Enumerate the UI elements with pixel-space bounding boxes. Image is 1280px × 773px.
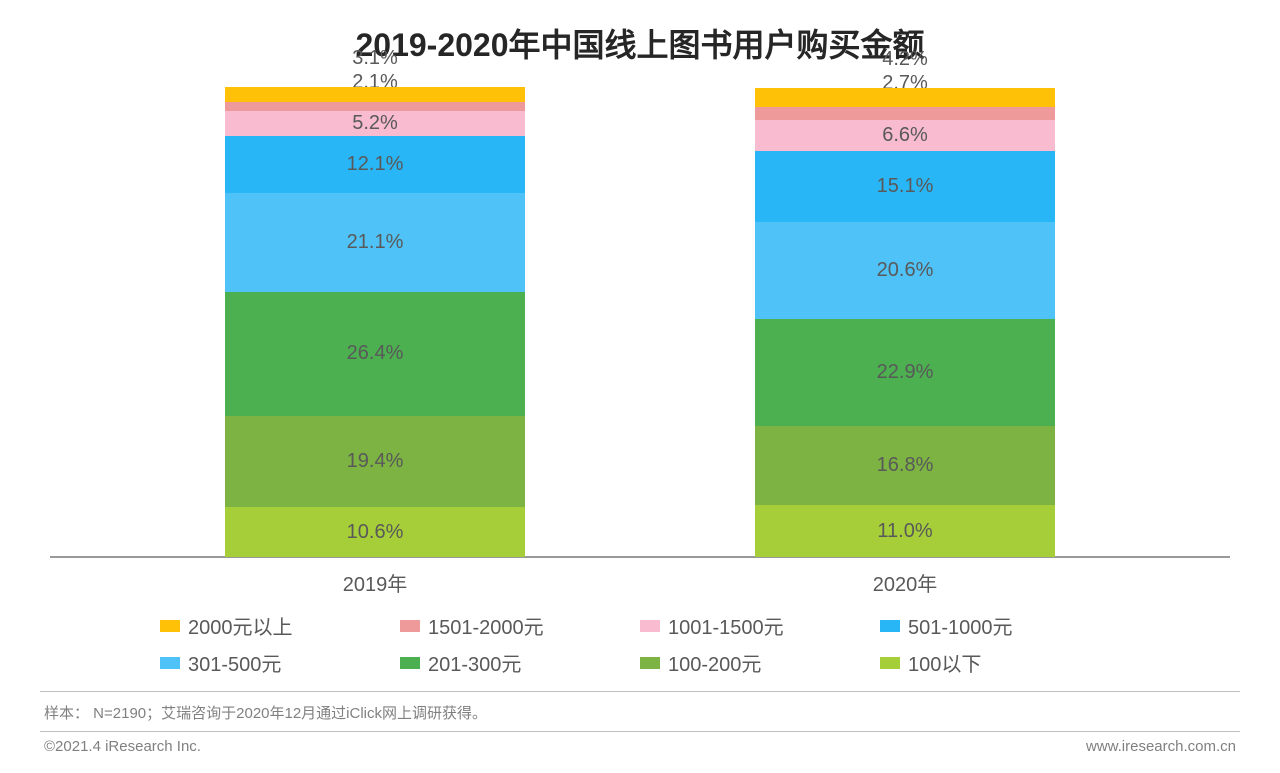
bar-segment: 19.4% xyxy=(225,416,525,507)
bar-segment: 16.8% xyxy=(755,426,1055,505)
chart-title: 2019-2020年中国线上图书用户购买金额 xyxy=(40,20,1240,66)
legend-swatch xyxy=(640,657,660,669)
bar-segment: 26.4% xyxy=(225,292,525,416)
segment-value-label: 22.9% xyxy=(877,361,934,384)
legend-swatch xyxy=(640,620,660,632)
legend-label: 1001-1500元 xyxy=(668,611,784,640)
bar-column: 11.0% 16.8% 22.9% 20.6% 15.1% 6.6% 2.7%4.2% xyxy=(755,84,1055,557)
footer: ©2021.4 iResearch Inc. www.iresearch.com… xyxy=(40,732,1240,773)
bar-segment: 22.9% xyxy=(755,319,1055,427)
stacked-bar: 10.6% 19.4% 26.4% 21.1% 12.1% 5.2%2.1%3.1% xyxy=(225,87,525,557)
legend-swatch xyxy=(880,620,900,632)
segment-value-label: 11.0% xyxy=(877,520,932,543)
segment-value-label: 10.6% xyxy=(347,521,404,544)
legend-label: 100以下 xyxy=(908,648,981,677)
legend-label: 501-1000元 xyxy=(908,611,1013,640)
legend-item: 201-300元 xyxy=(400,648,640,677)
stacked-bar: 11.0% 16.8% 22.9% 20.6% 15.1% 6.6% 2.7%4.2% xyxy=(755,87,1055,557)
legend-item: 1001-1500元 xyxy=(640,611,880,640)
bar-segment: 3.1% xyxy=(225,87,525,102)
copyright-text: ©2021.4 iResearch Inc. xyxy=(44,738,201,755)
legend: 2000元以上 1501-2000元 1001-1500元 501-1000元 301-… xyxy=(40,597,1240,692)
x-axis-category-label: 2020年 xyxy=(755,568,1055,597)
segment-value-label: 15.1% xyxy=(877,175,934,198)
legend-label: 2000元以上 xyxy=(188,611,293,640)
legend-swatch xyxy=(880,657,900,669)
legend-swatch xyxy=(160,620,180,632)
bar-segment: 10.6% xyxy=(225,507,525,557)
bar-segment: 4.2% xyxy=(755,88,1055,108)
bar-segment: 2.1% xyxy=(225,102,525,112)
segment-value-label: 20.6% xyxy=(877,259,934,282)
legend-item: 501-1000元 xyxy=(880,611,1120,640)
x-axis-category-label: 2019年 xyxy=(225,568,525,597)
bar-segment: 2.7% xyxy=(755,107,1055,120)
legend-label: 100-200元 xyxy=(668,648,761,677)
segment-value-label: 5.2% xyxy=(352,112,398,135)
legend-label: 201-300元 xyxy=(428,648,521,677)
legend-label: 1501-2000元 xyxy=(428,611,544,640)
legend-swatch xyxy=(400,620,420,632)
bar-segment: 15.1% xyxy=(755,151,1055,222)
segment-value-label: 26.4% xyxy=(347,342,404,365)
legend-item: 100以下 xyxy=(880,648,1120,677)
plot-area: 10.6% 19.4% 26.4% 21.1% 12.1% 5.2%2.1%3.1% 11.… xyxy=(50,84,1230,558)
segment-value-label: 6.6% xyxy=(882,124,928,147)
bar-segment: 11.0% xyxy=(755,505,1055,557)
bar-segment: 6.6% xyxy=(755,120,1055,151)
segment-value-label: 3.1% xyxy=(352,47,398,70)
segment-value-label: 21.1% xyxy=(347,231,404,254)
legend-swatch xyxy=(160,657,180,669)
source-url-text: www.iresearch.com.cn xyxy=(1086,738,1236,755)
segment-value-label: 12.1% xyxy=(347,153,404,176)
segment-value-label: 16.8% xyxy=(877,454,934,477)
bar-segment: 20.6% xyxy=(755,222,1055,319)
segment-value-label: 4.2% xyxy=(882,48,928,71)
bar-segment: 5.2% xyxy=(225,111,525,135)
bar-column: 10.6% 19.4% 26.4% 21.1% 12.1% 5.2%2.1%3.1% xyxy=(225,84,525,557)
x-axis-labels: 2019年 2020年 xyxy=(50,558,1230,597)
legend-item: 100-200元 xyxy=(640,648,880,677)
sample-footnote: 样本： N=2190；艾瑞咨询于2020年12月通过iClick网上调研获得。 xyxy=(40,692,1240,732)
segment-value-label: 19.4% xyxy=(347,450,404,473)
legend-swatch xyxy=(400,657,420,669)
legend-item: 1501-2000元 xyxy=(400,611,640,640)
legend-item: 2000元以上 xyxy=(160,611,400,640)
bar-segment: 12.1% xyxy=(225,136,525,193)
legend-item: 301-500元 xyxy=(160,648,400,677)
bar-segment: 21.1% xyxy=(225,193,525,292)
legend-label: 301-500元 xyxy=(188,648,281,677)
chart-container: 2019-2020年中国线上图书用户购买金额 10.6% 19.4% 26.4% 21… xyxy=(0,0,1280,773)
